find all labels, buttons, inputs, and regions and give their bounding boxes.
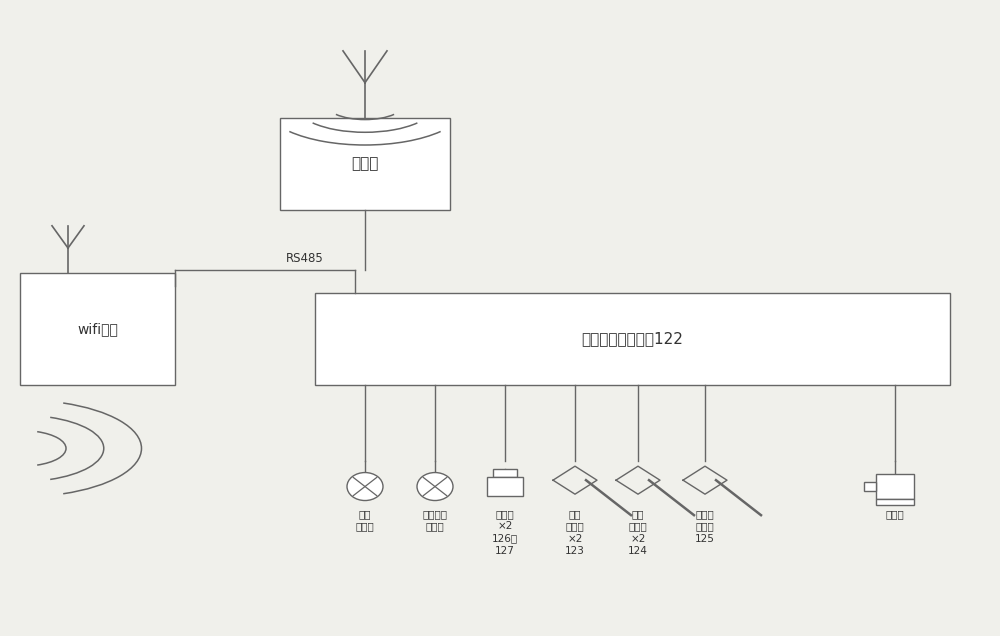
Text: 电机
报警灯: 电机 报警灯 xyxy=(356,509,374,531)
Text: 上位机: 上位机 xyxy=(351,156,379,171)
Text: 真空泵: 真空泵 xyxy=(886,509,904,519)
Bar xyxy=(20,273,175,385)
Bar xyxy=(876,499,914,505)
Text: RS485: RS485 xyxy=(286,252,324,265)
Text: 气卧压力
报警灯: 气卧压力 报警灯 xyxy=(422,509,448,531)
Bar xyxy=(487,477,523,496)
Text: 酸碱度
传感器
125: 酸碱度 传感器 125 xyxy=(695,509,715,544)
Bar xyxy=(280,118,450,210)
Text: 第一可编程控制器122: 第一可编程控制器122 xyxy=(582,331,683,346)
Bar xyxy=(876,474,914,499)
Text: 湿度
传感器
×2
123: 湿度 传感器 ×2 123 xyxy=(565,509,585,556)
Bar xyxy=(864,482,876,491)
Text: 电磁阀
×2
126，
127: 电磁阀 ×2 126， 127 xyxy=(492,509,518,556)
Bar xyxy=(493,469,517,477)
Text: 压力
传感器
×2
124: 压力 传感器 ×2 124 xyxy=(628,509,648,556)
Ellipse shape xyxy=(347,473,383,501)
Bar xyxy=(315,293,950,385)
Ellipse shape xyxy=(417,473,453,501)
Text: wifi模块: wifi模块 xyxy=(77,322,118,336)
